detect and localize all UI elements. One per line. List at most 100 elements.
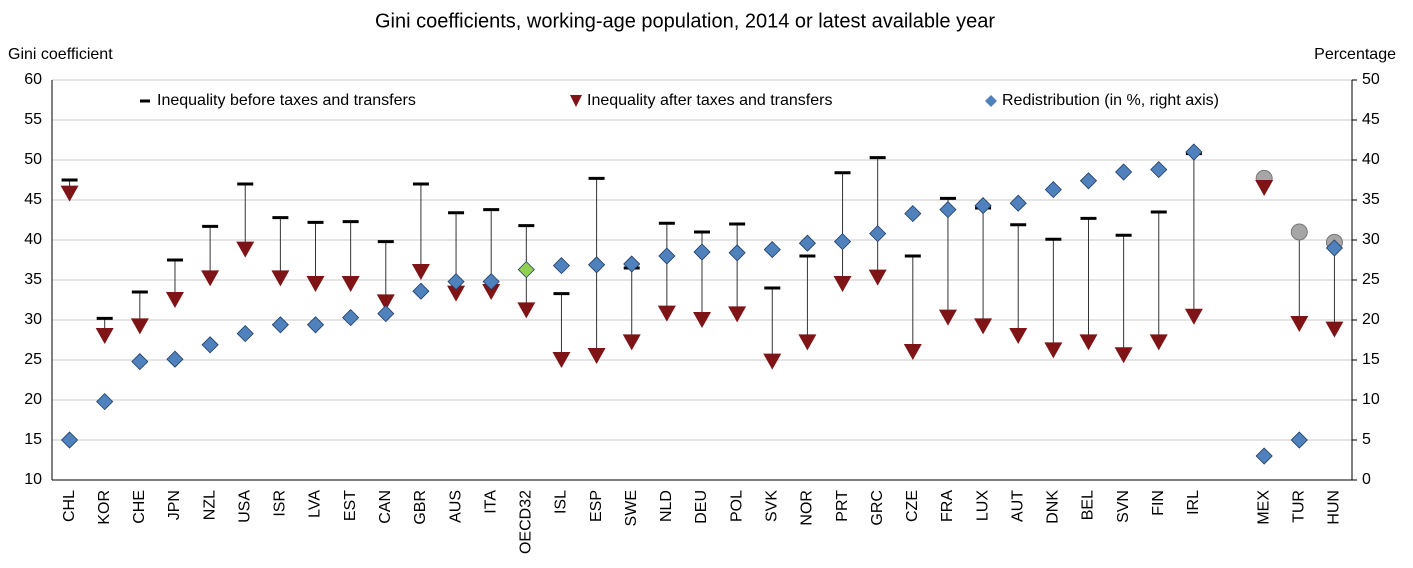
data-point — [1290, 223, 1308, 241]
legend-label: Inequality after taxes and transfers — [587, 92, 832, 109]
x-tick-label: JPN — [166, 490, 183, 520]
y-tick-label: 10 — [24, 471, 42, 488]
y-tick-label: 15 — [24, 431, 42, 448]
data-point — [1185, 143, 1203, 161]
data-point — [833, 233, 852, 251]
y-tick-label: 25 — [24, 351, 42, 368]
data-point — [412, 282, 430, 300]
data-point — [342, 309, 360, 327]
x-tick-label: LVA — [307, 490, 324, 518]
data-point — [447, 273, 465, 291]
data-point — [517, 261, 535, 279]
y-tick-label: 50 — [24, 151, 42, 168]
data-point — [1079, 172, 1098, 190]
data-point — [271, 316, 289, 334]
data-point — [517, 302, 536, 319]
data-point — [95, 328, 114, 344]
y2-tick-label: 20 — [1362, 311, 1380, 328]
x-tick-label: OECD32 — [518, 490, 535, 554]
data-point — [201, 336, 219, 354]
legend-label: Redistribution (in %, right axis) — [1002, 92, 1219, 109]
data-point — [904, 205, 922, 223]
data-point — [1079, 334, 1098, 351]
x-tick-label: AUS — [447, 490, 464, 523]
y2-axis-label: Percentage — [1314, 46, 1396, 63]
y2-tick-label: 5 — [1362, 431, 1371, 448]
x-tick-label: CHL — [61, 490, 78, 522]
x-tick-label: ESP — [588, 490, 605, 522]
data-point — [938, 309, 957, 326]
y-tick-label: 45 — [24, 191, 42, 208]
data-point — [1009, 194, 1027, 212]
data-point — [833, 276, 852, 292]
x-tick-label: ISR — [272, 490, 289, 517]
y-tick-label: 40 — [24, 231, 42, 248]
x-tick-label: KOR — [96, 490, 113, 525]
data-point — [728, 244, 746, 262]
y2-tick-label: 45 — [1362, 111, 1380, 128]
data-point — [1150, 161, 1168, 179]
data-point — [130, 318, 149, 335]
data-point — [763, 353, 782, 370]
data-point — [974, 318, 993, 335]
x-tick-label: SVN — [1115, 490, 1132, 523]
data-point — [622, 334, 641, 351]
data-point — [306, 276, 325, 292]
data-point — [1255, 447, 1273, 465]
data-point — [236, 241, 255, 258]
data-point — [588, 256, 606, 274]
x-tick-label: PRT — [834, 490, 851, 522]
x-tick-label: AUT — [1009, 490, 1026, 522]
data-point — [1009, 328, 1028, 344]
data-point — [974, 197, 992, 215]
x-tick-label: GBR — [412, 490, 429, 525]
y2-tick-label: 10 — [1362, 391, 1380, 408]
x-tick-label: BEL — [1080, 490, 1097, 520]
y2-tick-label: 25 — [1362, 271, 1380, 288]
y-tick-label: 20 — [24, 391, 42, 408]
x-tick-label: GRC — [869, 490, 886, 526]
data-point — [236, 325, 254, 343]
x-tick-label: ISL — [553, 490, 570, 514]
data-point — [411, 264, 430, 280]
y2-tick-label: 0 — [1362, 471, 1371, 488]
y2-tick-label: 40 — [1362, 151, 1380, 168]
data-point — [131, 353, 149, 371]
legend-swatch — [985, 95, 997, 107]
x-tick-label: TUR — [1291, 490, 1308, 523]
chart-title: Gini coefficients, working-age populatio… — [375, 10, 995, 32]
data-point — [61, 431, 79, 449]
x-tick-label: NLD — [658, 490, 675, 522]
x-tick-label: ITA — [482, 490, 499, 514]
x-tick-label: NOR — [799, 490, 816, 526]
data-point — [587, 348, 606, 364]
data-point — [1044, 342, 1063, 359]
data-point — [798, 234, 816, 252]
data-point — [271, 270, 290, 287]
x-tick-label: DEU — [693, 490, 710, 524]
data-point — [165, 292, 184, 308]
data-point — [1325, 239, 1343, 257]
y-tick-label: 60 — [24, 71, 42, 88]
x-tick-label: IRL — [1185, 490, 1202, 515]
x-tick-label: POL — [728, 490, 745, 522]
data-point — [377, 305, 395, 323]
x-tick-label: FIN — [1150, 490, 1167, 516]
data-point — [1325, 321, 1344, 338]
x-tick-label: SVK — [763, 490, 780, 522]
y-tick-label: 35 — [24, 271, 42, 288]
data-point — [1184, 308, 1203, 325]
data-point — [728, 306, 747, 323]
data-point — [1255, 180, 1274, 196]
data-point — [623, 255, 641, 273]
x-tick-label: DNK — [1045, 490, 1062, 524]
x-tick-label: FRA — [939, 490, 956, 522]
data-point — [1115, 163, 1133, 181]
x-tick-label: NZL — [201, 490, 218, 520]
data-point — [376, 294, 395, 311]
data-point — [552, 257, 571, 275]
data-point — [693, 243, 711, 261]
y-axis-label: Gini coefficient — [8, 46, 113, 63]
data-point — [482, 273, 500, 291]
